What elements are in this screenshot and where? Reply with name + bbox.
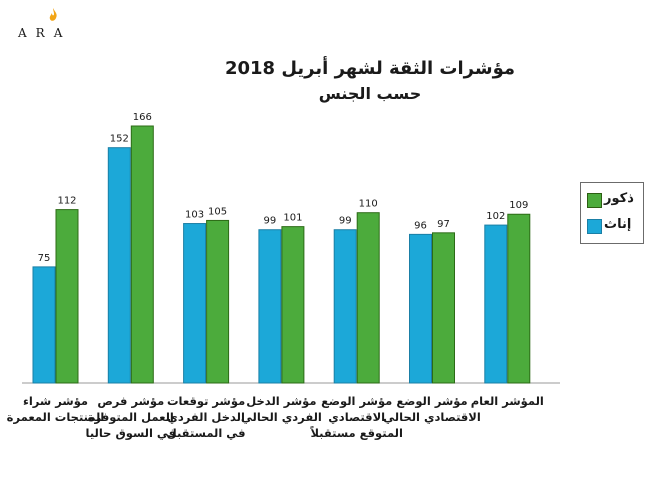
- bar-males-3-label: 101: [283, 213, 302, 224]
- bar-females-3-label: 99: [264, 216, 277, 227]
- bar-males-1-label: 166: [133, 112, 152, 123]
- legend-item-males: ذكور: [587, 191, 641, 209]
- bar-females-4-label: 99: [339, 216, 352, 227]
- legend-swatch-males: [587, 193, 602, 208]
- bar-females-6-label: 102: [486, 211, 505, 222]
- legend-item-females: إناث: [587, 217, 641, 235]
- bar-males-2-label: 105: [208, 206, 227, 217]
- bar-males-5-label: 97: [437, 219, 450, 230]
- bar-females-2-label: 103: [185, 210, 204, 221]
- bar-females-5-label: 96: [414, 220, 427, 231]
- chart-subtitle: حسب الجنس: [318, 84, 422, 103]
- category-label: مؤشر شراء المنتجات المعمرة: [6, 394, 105, 424]
- category-label: مؤشر الوضع الاقتصادي الحالي: [383, 394, 481, 424]
- bar-males-6-label: 109: [509, 200, 528, 211]
- bar-males-4: [356, 212, 380, 384]
- bar-males-1: [130, 125, 154, 384]
- category-label: مؤشر الوضع الاقتصادي المتوقع مستقبلاً: [310, 394, 403, 440]
- category-label: المؤشر العام: [470, 394, 544, 408]
- bar-females-1-label: 152: [110, 134, 129, 145]
- legend-label-males: ذكور: [604, 191, 634, 206]
- bar-females-6: [484, 224, 508, 384]
- bar-males-5: [432, 232, 455, 384]
- category-label: مؤشر توقعات الدخل الفردي في المستقبل: [166, 394, 246, 440]
- bar-males-0-label: 112: [57, 196, 76, 207]
- bar-males-2: [206, 219, 230, 384]
- bar-females-0: [32, 266, 56, 384]
- category-label: مؤشر فرص العمل المتوفرة في السوق حاليا: [85, 394, 177, 440]
- bar-females-0-label: 75: [38, 253, 51, 264]
- legend: ذكور إناث: [580, 182, 644, 244]
- category-label: مؤشر الدخل الفردي الحالي: [240, 394, 322, 424]
- bar-females-2: [183, 223, 207, 384]
- logo: ARA: [18, 8, 88, 42]
- logo-text: ARA: [18, 26, 72, 40]
- legend-swatch-females: [587, 219, 602, 234]
- bar-females-4: [333, 229, 357, 384]
- flame-icon: [49, 8, 57, 21]
- bar-males-4-label: 110: [359, 199, 378, 210]
- chart-title: مؤشرات الثقة لشهر أبريل 2018: [224, 58, 515, 79]
- bar-females-1: [107, 147, 131, 384]
- bar-males-3: [281, 226, 305, 384]
- bar-females-5: [409, 233, 432, 384]
- bar-females-3: [258, 229, 282, 384]
- legend-label-females: إناث: [604, 217, 632, 232]
- bar-males-0: [55, 209, 79, 384]
- bar-males-6: [507, 213, 531, 384]
